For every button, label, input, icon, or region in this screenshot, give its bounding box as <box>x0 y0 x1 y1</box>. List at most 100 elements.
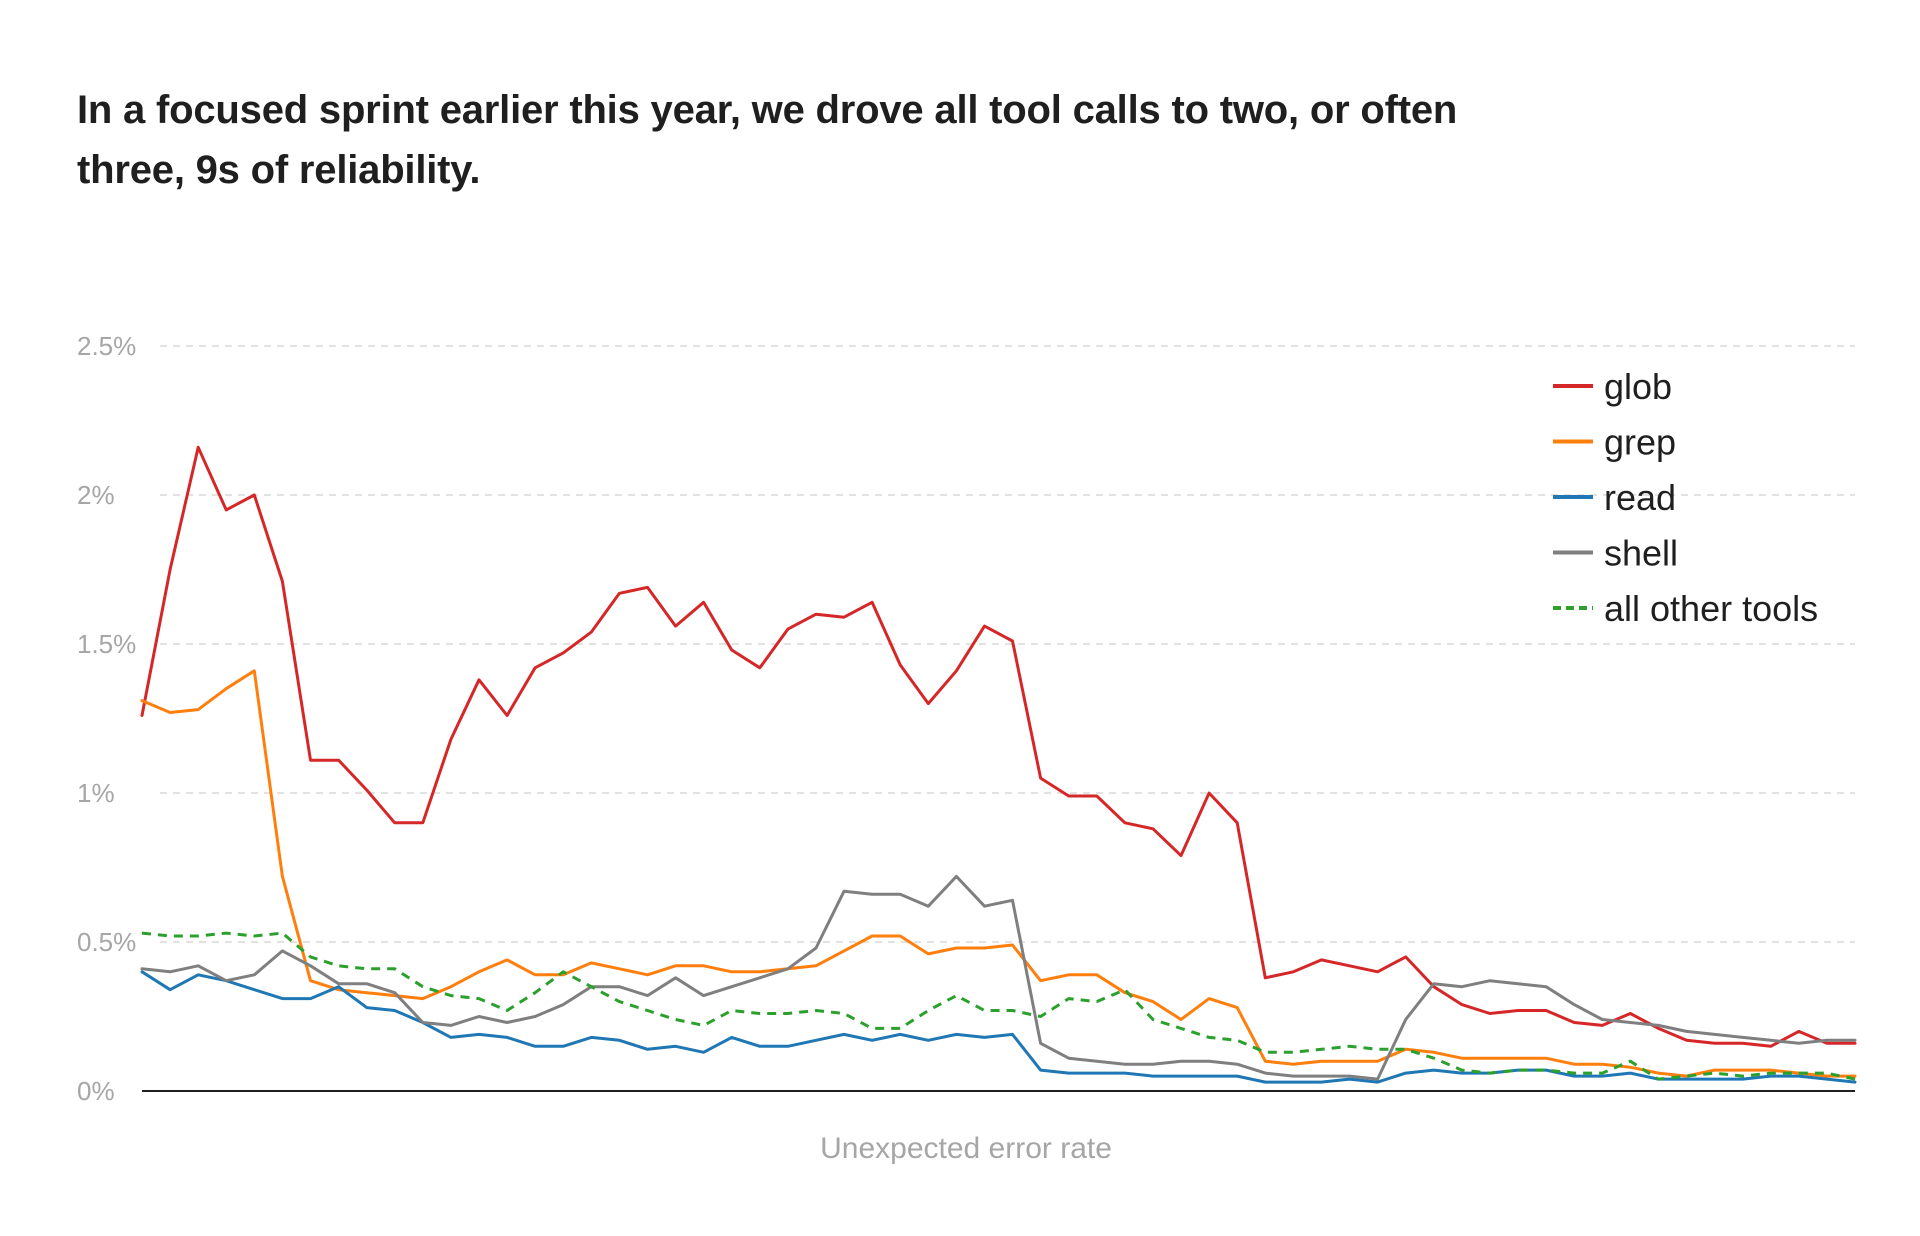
data-point <box>450 1025 452 1027</box>
data-point <box>1630 1060 1632 1062</box>
data-point <box>1517 1069 1519 1071</box>
data-point <box>984 1037 986 1039</box>
data-point <box>225 932 227 934</box>
data-point <box>1321 1048 1323 1050</box>
data-point <box>815 965 817 967</box>
data-point <box>1180 1075 1182 1077</box>
data-point <box>141 932 143 934</box>
data-point <box>1377 1081 1379 1083</box>
data-point <box>1321 1081 1323 1083</box>
series-lines <box>140 445 1857 1084</box>
data-point <box>787 1013 789 1015</box>
data-point <box>1601 1063 1603 1065</box>
data-point <box>591 1037 593 1039</box>
data-point <box>1545 1057 1547 1059</box>
data-point <box>1208 1075 1210 1077</box>
data-point <box>1180 1060 1182 1062</box>
data-point <box>1770 1040 1772 1042</box>
data-point <box>1489 1057 1491 1059</box>
data-point <box>843 1013 845 1015</box>
data-point <box>843 1034 845 1036</box>
data-point <box>899 1028 901 1030</box>
data-point <box>927 905 929 907</box>
data-point <box>1264 1072 1266 1074</box>
data-point <box>1096 795 1098 797</box>
data-point <box>1068 998 1070 1000</box>
data-point <box>534 974 536 976</box>
data-point <box>282 876 284 878</box>
data-point <box>1433 1069 1435 1071</box>
y-tick-label: 0% <box>77 1076 115 1106</box>
grid-lines <box>160 345 1855 943</box>
data-point <box>394 822 396 824</box>
data-point <box>1433 1051 1435 1053</box>
data-point <box>1349 1075 1351 1077</box>
data-point <box>1601 1025 1603 1027</box>
data-point <box>1433 983 1435 985</box>
data-point <box>984 625 986 627</box>
data-point <box>871 601 873 603</box>
data-point <box>1293 1081 1295 1083</box>
data-point <box>1742 1069 1744 1071</box>
data-point <box>534 667 536 669</box>
data-point <box>506 1010 508 1012</box>
data-point <box>394 968 396 970</box>
data-point <box>169 712 171 714</box>
legend-item: grep <box>1553 422 1676 463</box>
data-point <box>1854 1078 1856 1080</box>
series-shell <box>140 874 1857 1081</box>
data-point <box>787 968 789 970</box>
data-point <box>338 759 340 761</box>
data-point <box>591 631 593 633</box>
y-tick-label: 1% <box>77 778 115 808</box>
data-point <box>1742 1043 1744 1045</box>
data-point <box>1770 1046 1772 1048</box>
data-point <box>1630 1072 1632 1074</box>
data-point <box>1489 980 1491 982</box>
data-point <box>506 715 508 717</box>
data-point <box>450 995 452 997</box>
data-point <box>1377 1078 1379 1080</box>
data-point <box>1826 1075 1828 1077</box>
data-point <box>310 759 312 761</box>
data-point <box>1012 1010 1014 1012</box>
data-point <box>1096 1060 1098 1062</box>
data-point <box>675 965 677 967</box>
data-point <box>647 1048 649 1050</box>
data-point <box>1826 1040 1828 1042</box>
data-point <box>1798 1031 1800 1033</box>
data-point <box>310 980 312 982</box>
data-point <box>647 1010 649 1012</box>
data-point <box>1545 1010 1547 1012</box>
data-point <box>1742 1078 1744 1080</box>
data-point <box>1461 1069 1463 1071</box>
data-point <box>1658 1025 1660 1027</box>
data-point <box>254 935 256 937</box>
data-point <box>478 1016 480 1018</box>
data-point <box>1124 1063 1126 1065</box>
data-point <box>1377 1060 1379 1062</box>
data-point <box>338 989 340 991</box>
data-point <box>1573 1004 1575 1006</box>
data-point <box>506 1037 508 1039</box>
data-point <box>703 965 705 967</box>
data-point <box>225 980 227 982</box>
data-point <box>1826 1043 1828 1045</box>
data-point <box>1461 1072 1463 1074</box>
data-point <box>1405 1048 1407 1050</box>
data-point <box>675 1046 677 1048</box>
data-point <box>282 932 284 934</box>
data-point <box>1040 777 1042 779</box>
data-point <box>1208 1037 1210 1039</box>
data-point <box>1236 1063 1238 1065</box>
data-point <box>141 968 143 970</box>
data-point <box>956 1034 958 1036</box>
data-point <box>422 986 424 988</box>
data-point <box>956 947 958 949</box>
data-point <box>197 965 199 967</box>
x-axis-label: Unexpected error rate <box>820 1132 1112 1165</box>
data-point <box>1068 795 1070 797</box>
data-point <box>1489 1072 1491 1074</box>
data-point <box>1854 1043 1856 1045</box>
data-point <box>927 703 929 705</box>
